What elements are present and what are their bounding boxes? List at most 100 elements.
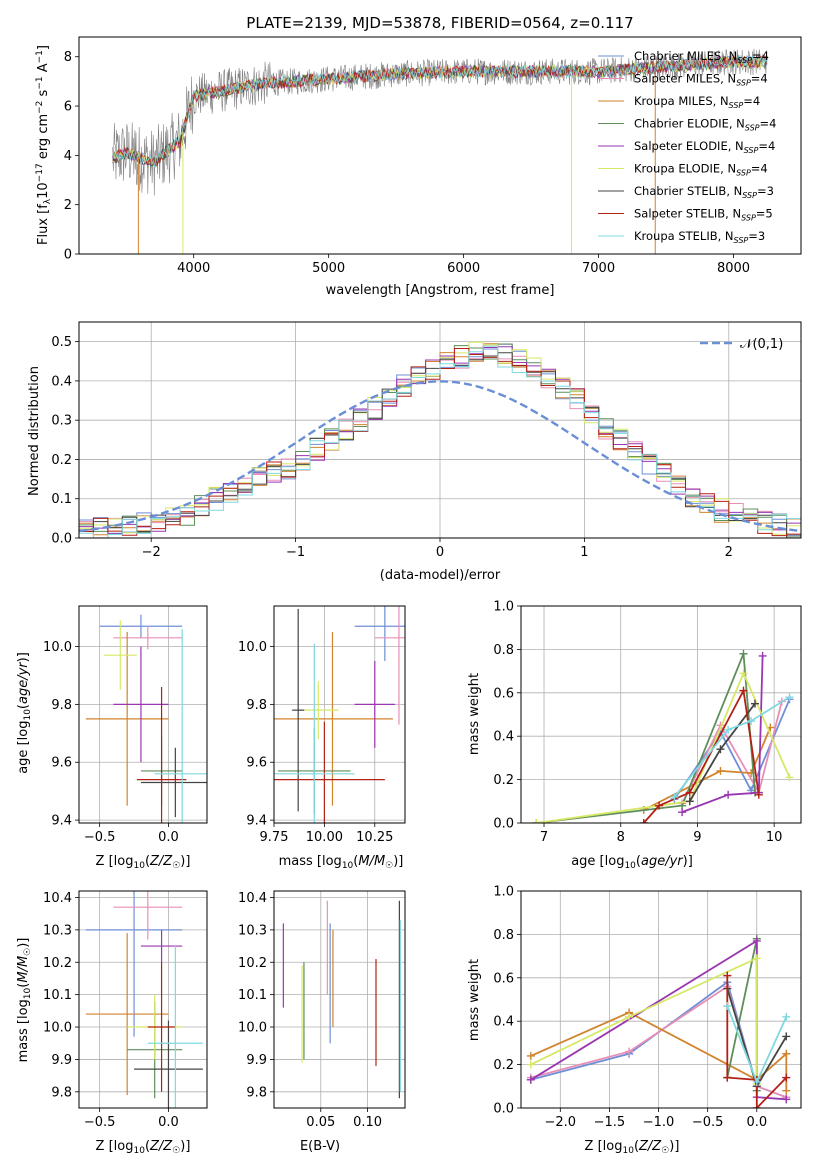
spectrum-title: PLATE=2139, MJD=53878, FIBERID=0564, z=0… — [246, 14, 633, 32]
p6-axes: −0.5 0.0 9.8 9.9 10.0 10.1 10.2 10.3 10.4 — [43, 891, 207, 1130]
p8-ylabel: mass weight — [467, 959, 482, 1041]
spectrum-ylabel: Flux [fλ10−17 erg cm−2 s−1 A−1] — [35, 45, 53, 245]
p5-ytick-label: 0.2 — [493, 773, 514, 788]
p5-ytick-label: 0.0 — [493, 817, 514, 832]
spectrum-xtick-label: 8000 — [717, 261, 750, 276]
spectrum-legend: Chabrier MILES, NSSP=4 Salpeter MILES, NS… — [598, 49, 776, 245]
p8-xtick-label: −1.0 — [643, 1115, 675, 1130]
p5-point — [739, 669, 748, 678]
p6-xlabel: Z [log10(Z/Z☉)] — [96, 1139, 191, 1156]
hist-ytick-label: 0.1 — [51, 492, 72, 507]
hist-ytick-label: 0.3 — [51, 414, 72, 429]
p5-series-line — [673, 696, 790, 798]
p3-frame — [78, 605, 208, 824]
p7-ytick-label: 10.3 — [238, 923, 267, 938]
hist-ytick-label: 0.0 — [51, 532, 72, 547]
p3-xlabel: Z [log10(Z/Z☉)] — [96, 854, 191, 871]
p5-point — [670, 792, 679, 801]
p6-xtick-label: −0.5 — [84, 1115, 116, 1130]
p4-ytick-label: 9.8 — [246, 698, 267, 713]
legend-entry: Kroupa STELIB, NSSP=3 — [634, 229, 765, 245]
spectrum-lines — [112, 48, 768, 254]
spectrum-model-line — [112, 55, 768, 167]
p3-ytick-label: 10.0 — [43, 640, 72, 655]
spectrum-xtick-label: 5000 — [312, 261, 345, 276]
p7-axes: 0.05 0.10 9.8 9.9 10.0 10.1 10.2 10.3 10.4 — [238, 891, 405, 1130]
p3-ytick-label: 9.8 — [51, 698, 72, 713]
spectrum-model-line — [112, 54, 768, 168]
p6-ytick-label: 10.4 — [43, 891, 72, 906]
p5-point — [678, 808, 687, 817]
p8-series-line — [530, 956, 758, 1085]
legend-entry: Kroupa ELODIE, NSSP=4 — [634, 162, 768, 178]
p5-point — [724, 725, 733, 734]
p7-bars — [282, 900, 401, 1099]
hist-frame — [78, 321, 802, 539]
hist-xtick-label: 2 — [725, 545, 733, 560]
p3-axes: −0.5 0.0 9.4 9.6 9.8 10.0 — [43, 606, 207, 845]
p5-xtick-label: 9 — [693, 830, 701, 845]
hist-ytick-label: 0.4 — [51, 374, 72, 389]
hist-bars — [79, 341, 801, 538]
p8-point — [526, 1060, 535, 1069]
p6-errorbars — [85, 891, 203, 1108]
p5-series-line — [681, 655, 764, 813]
p5-xlabel: age [log10(age/yr)] — [571, 854, 693, 871]
p8-point — [526, 1075, 535, 1084]
p4-xtick-label: 10.00 — [306, 830, 343, 845]
p5-ytick-label: 1.0 — [493, 600, 514, 615]
hist-axes: −2 −1 0 1 2 0.0 0.1 0.2 0.3 0.4 0.5 — [51, 322, 801, 560]
p4-xtick-label: 9.75 — [260, 830, 289, 845]
p5-xtick-label: 7 — [540, 830, 548, 845]
p5-ytick-label: 0.8 — [493, 643, 514, 658]
spectrum-ytick-label: 4 — [64, 149, 72, 164]
spectrum-ytick-label: 6 — [64, 100, 72, 115]
p6-ytick-label: 9.8 — [51, 1085, 72, 1100]
spectrum-xlabel: wavelength [Angstrom, rest frame] — [326, 283, 555, 298]
p7-ytick-label: 9.8 — [246, 1085, 267, 1100]
hist-xlabel: (data-model)/error — [380, 568, 501, 583]
p5-point — [655, 801, 664, 810]
spectrum-data — [112, 48, 768, 196]
p7-xtick-label: 0.10 — [353, 1115, 382, 1130]
p8-ytick-label: 0.4 — [493, 1015, 514, 1030]
p5-ytick-label: 0.4 — [493, 730, 514, 745]
normal-curve — [79, 380, 801, 533]
legend-entry: Kroupa MILES, NSSP=4 — [634, 94, 760, 110]
legend-entry: Chabrier MILES, NSSP=4 — [634, 49, 769, 65]
p8-point — [782, 1012, 791, 1021]
hist-ytick-label: 0.2 — [51, 453, 72, 468]
p4-ytick-label: 10.0 — [238, 640, 267, 655]
hist-xtick-label: −2 — [142, 545, 161, 560]
p5-ylabel: mass weight — [467, 673, 482, 755]
hist-ytick-label: 0.5 — [51, 335, 72, 350]
p7-xtick-label: 0.05 — [306, 1115, 335, 1130]
spectrum-xtick-label: 6000 — [447, 261, 480, 276]
p8-lines — [526, 934, 791, 1108]
p5-point — [785, 693, 794, 702]
p4-xtick-label: 10.25 — [356, 830, 393, 845]
p8-xtick-label: −0.5 — [692, 1115, 724, 1130]
p3-xtick-label: −0.5 — [84, 830, 116, 845]
p8-point — [526, 1051, 535, 1060]
p8-point — [625, 1012, 634, 1021]
p5-point — [754, 790, 763, 799]
spectrum-ytick-label: 2 — [64, 198, 72, 213]
p8-point — [782, 1095, 791, 1104]
p6-xtick-label: 0.0 — [158, 1115, 179, 1130]
p5-point — [716, 766, 725, 775]
p3-ytick-label: 9.4 — [51, 814, 72, 829]
p7-xlabel: E(B-V) — [300, 1139, 340, 1154]
p8-point — [723, 1002, 732, 1011]
p8-point — [752, 1077, 761, 1086]
p5-ytick-label: 0.6 — [493, 686, 514, 701]
p5-point — [532, 819, 541, 823]
p4-xlabel: mass [log10(M/M☉)] — [279, 854, 404, 871]
p4-axes: 9.75 10.00 10.25 9.4 9.6 9.8 10.0 — [238, 606, 405, 845]
p7-ytick-label: 10.1 — [238, 988, 267, 1003]
p8-point — [782, 1073, 791, 1082]
p5-point — [685, 797, 694, 806]
p3-ylabel: age [log10(age/yr)] — [16, 652, 33, 774]
p5-point — [716, 745, 725, 754]
